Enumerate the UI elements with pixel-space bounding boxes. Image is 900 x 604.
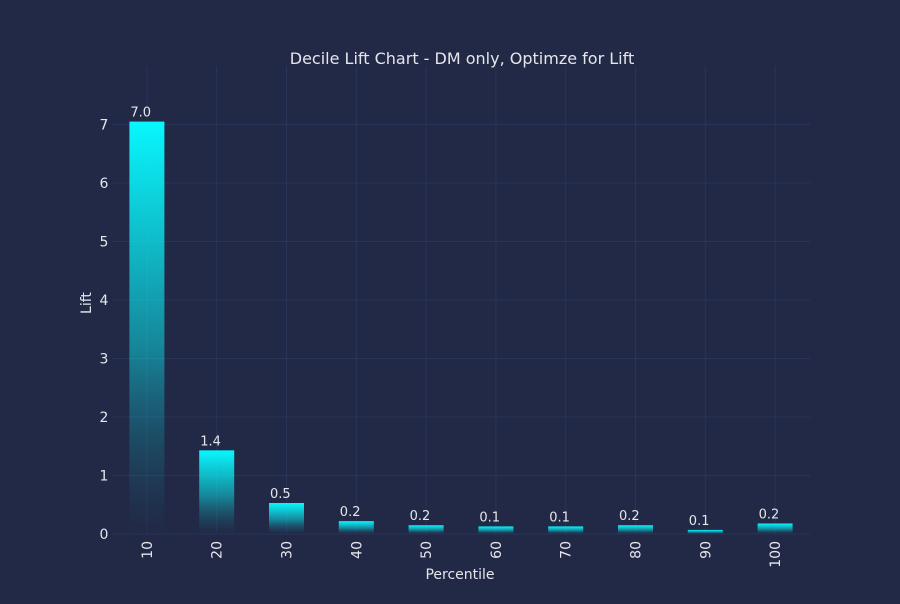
data-label-60: 0.1 xyxy=(479,510,500,525)
y-tick-label: 3 xyxy=(100,352,109,368)
x-tick-label: 100 xyxy=(768,541,784,568)
y-axis-label: Lift xyxy=(79,292,95,314)
data-labels: 7.0 1.4 0.5 0.2 0.2 0.1 0.1 0.2 0.1 0.2 xyxy=(130,106,779,529)
x-tick-label: 80 xyxy=(629,541,645,559)
data-label-20: 1.4 xyxy=(200,434,221,449)
bars xyxy=(129,121,793,534)
bar-80 xyxy=(618,525,653,534)
x-axis-label: Percentile xyxy=(425,567,494,583)
data-label-50: 0.2 xyxy=(410,509,431,524)
bar-60 xyxy=(478,526,514,534)
bar-50 xyxy=(408,525,444,534)
bar-90 xyxy=(687,529,723,534)
y-tick-label: 4 xyxy=(100,293,109,309)
bar-30 xyxy=(269,502,304,534)
x-tick-label: 60 xyxy=(489,541,505,559)
x-tick-label: 90 xyxy=(698,541,714,559)
x-tick-label: 10 xyxy=(140,541,156,559)
data-label-10: 7.0 xyxy=(130,106,151,121)
bar-70 xyxy=(548,526,584,534)
y-tick-label: 2 xyxy=(100,410,109,426)
bar-40 xyxy=(338,521,374,534)
x-tick-label: 40 xyxy=(349,541,365,559)
data-label-40: 0.2 xyxy=(340,505,361,520)
x-tick-label: 30 xyxy=(280,541,296,559)
y-tick-label: 5 xyxy=(100,235,109,251)
y-tick-label: 7 xyxy=(100,118,109,134)
x-tick-labels: 10 20 30 40 50 60 70 80 90 100 xyxy=(140,541,784,568)
x-tick-label: 50 xyxy=(419,541,435,559)
x-tick-label: 70 xyxy=(559,541,575,559)
data-label-80: 0.2 xyxy=(619,509,640,524)
chart-title: Decile Lift Chart - DM only, Optimze for… xyxy=(290,49,634,68)
data-label-90: 0.1 xyxy=(689,514,710,529)
data-label-30: 0.5 xyxy=(270,487,291,502)
x-tick-label: 20 xyxy=(210,541,226,559)
y-tick-label: 1 xyxy=(100,469,109,485)
bar-10 xyxy=(129,121,165,534)
data-label-70: 0.1 xyxy=(549,510,570,525)
bar-100 xyxy=(757,523,793,534)
y-tick-labels: 0 1 2 3 4 5 6 7 xyxy=(100,118,109,544)
y-tick-label: 0 xyxy=(100,527,109,543)
y-tick-label: 6 xyxy=(100,176,109,192)
bar-20 xyxy=(199,450,235,534)
data-label-100: 0.2 xyxy=(759,507,780,522)
